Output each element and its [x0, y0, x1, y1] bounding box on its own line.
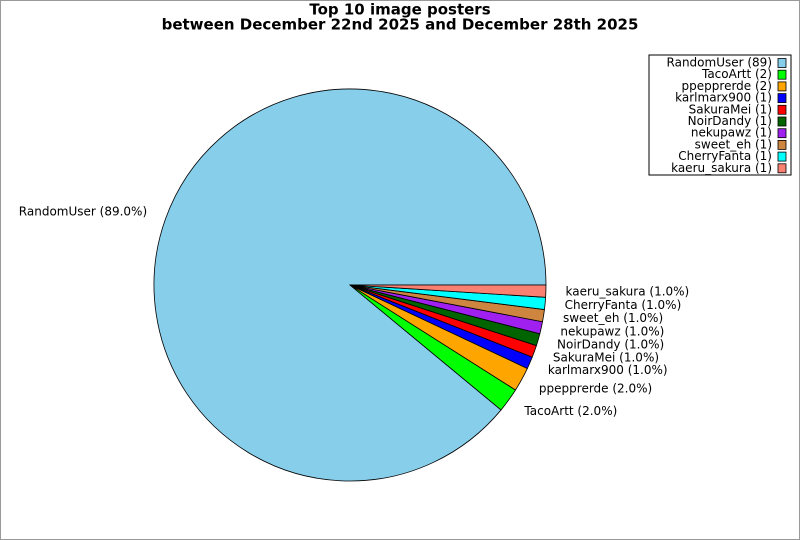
slice-label: SakuraMei (1.0%)	[553, 351, 659, 365]
chart-subtitle: between December 22nd 2025 and December …	[162, 16, 639, 34]
slice-label: NoirDandy (1.0%)	[557, 338, 664, 352]
legend-swatch	[777, 104, 787, 115]
legend-swatch	[777, 81, 787, 92]
legend-swatch	[777, 116, 787, 127]
slice-label: karlmarx900 (1.0%)	[548, 363, 668, 377]
legend-swatch	[777, 139, 787, 150]
slice-label: sweet_eh (1.0%)	[563, 311, 663, 325]
legend-label: sweet_eh (1)	[695, 137, 772, 151]
slice-label: kaeru_sakura (1.0%)	[565, 284, 689, 298]
legend-label: karlmarx900 (1)	[675, 91, 772, 105]
legend-swatch	[777, 151, 787, 162]
legend-swatch	[777, 128, 787, 139]
legend-swatch	[777, 163, 787, 174]
legend-label: NoirDandy (1)	[688, 114, 772, 128]
slice-label: TacoArtt (2.0%)	[523, 404, 617, 418]
legend-label: CherryFanta (1)	[678, 149, 772, 163]
legend-swatch	[777, 58, 787, 68]
legend-swatch	[777, 93, 787, 103]
legend-box	[648, 54, 792, 176]
legend-label: TacoArtt (2)	[701, 67, 772, 81]
legend-label: nekupawz (1)	[691, 126, 772, 140]
legend-label: RandomUser (89)	[667, 56, 772, 70]
legend-label: ppepprerde (2)	[682, 79, 772, 93]
slice-label: CherryFanta (1.0%)	[565, 298, 682, 312]
chart-title: Top 10 image posters	[309, 1, 490, 19]
slice-label: ppepprerde (2.0%)	[539, 381, 652, 395]
slice-label: RandomUser (89.0%)	[19, 204, 147, 218]
legend-label: SakuraMei (1)	[689, 102, 772, 116]
legend-swatch	[777, 69, 787, 80]
legend-label: kaeru_sakura (1)	[671, 161, 772, 175]
pie-slice	[349, 284, 547, 298]
slice-label: nekupawz (1.0%)	[560, 325, 664, 339]
